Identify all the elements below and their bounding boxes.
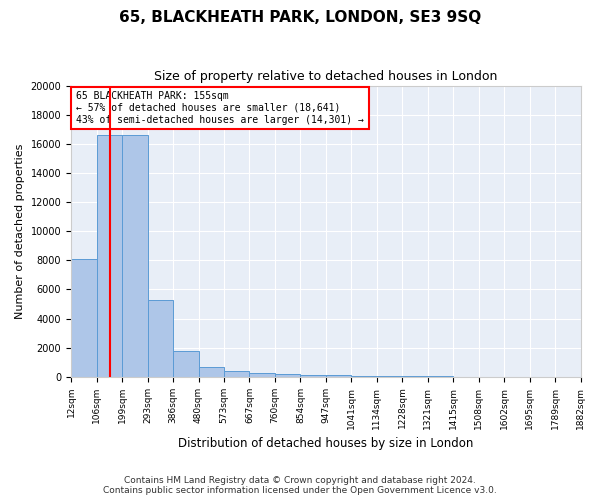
Bar	[122, 135, 148, 377]
Bar	[97, 135, 122, 377]
Text: 65, BLACKHEATH PARK, LONDON, SE3 9SQ: 65, BLACKHEATH PARK, LONDON, SE3 9SQ	[119, 10, 481, 25]
Bar	[326, 376, 352, 377]
Bar	[250, 373, 275, 377]
Bar	[275, 374, 301, 377]
Text: 65 BLACKHEATH PARK: 155sqm
← 57% of detached houses are smaller (18,641)
43% of : 65 BLACKHEATH PARK: 155sqm ← 57% of deta…	[76, 92, 364, 124]
Text: Contains HM Land Registry data © Crown copyright and database right 2024.
Contai: Contains HM Land Registry data © Crown c…	[103, 476, 497, 495]
Bar	[148, 300, 173, 377]
Bar	[301, 375, 326, 377]
Y-axis label: Number of detached properties: Number of detached properties	[15, 144, 25, 319]
Bar	[173, 352, 199, 377]
Bar	[377, 376, 403, 377]
Bar	[352, 376, 377, 377]
Bar	[403, 376, 428, 377]
Bar	[71, 259, 97, 377]
X-axis label: Distribution of detached houses by size in London: Distribution of detached houses by size …	[178, 437, 473, 450]
Title: Size of property relative to detached houses in London: Size of property relative to detached ho…	[154, 70, 497, 83]
Bar	[199, 368, 224, 377]
Bar	[224, 372, 250, 377]
